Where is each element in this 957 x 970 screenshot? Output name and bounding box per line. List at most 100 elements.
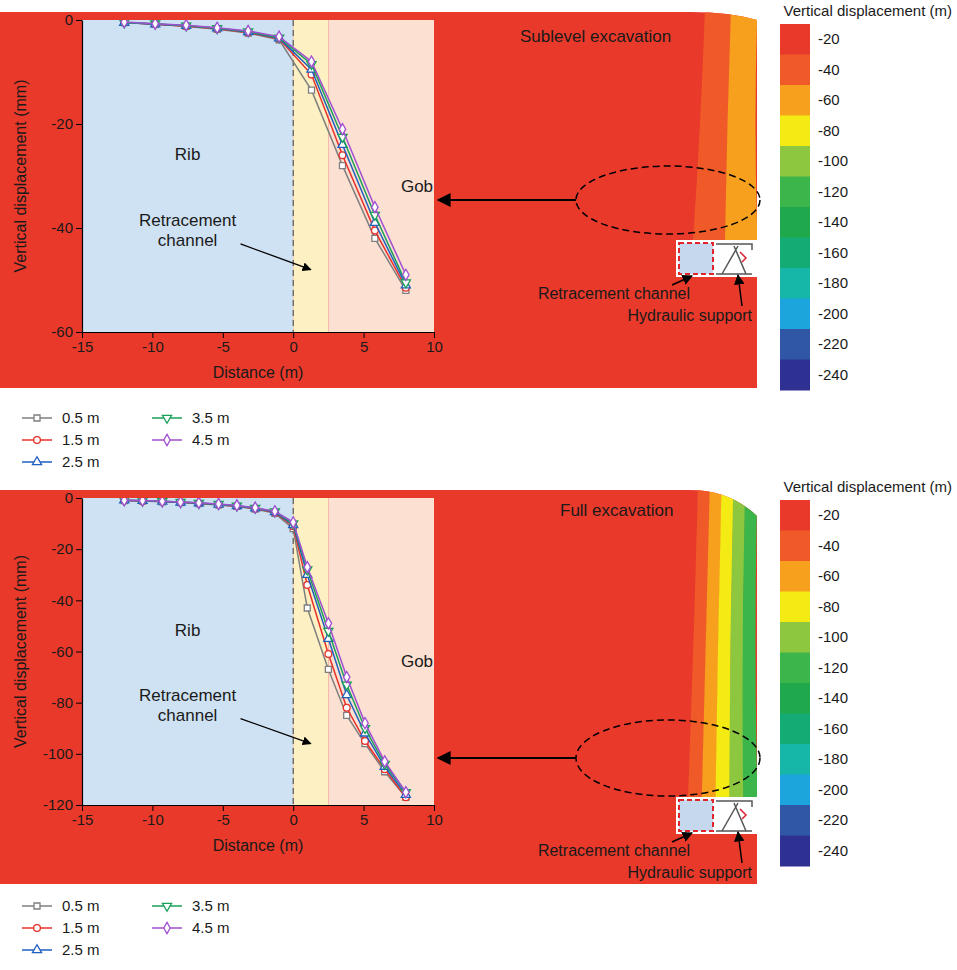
tick-label: -80 xyxy=(51,694,73,711)
legend-label: 4.5 m xyxy=(192,919,230,936)
y-axis: -60-40-200 xyxy=(51,11,82,340)
tick-label: -120 xyxy=(43,796,73,813)
colorbar-cell xyxy=(780,836,810,867)
region-label-arrow xyxy=(241,719,311,744)
colorbar-cell xyxy=(780,500,810,531)
legend-label: 1.5 m xyxy=(62,919,100,936)
tick: -15 xyxy=(72,805,94,828)
legend-marker xyxy=(32,945,41,953)
support-detail xyxy=(740,809,746,819)
tick-mark xyxy=(76,332,82,333)
series-point xyxy=(215,498,221,509)
series-point xyxy=(403,787,409,798)
tick-label: -60 xyxy=(51,643,73,660)
series-point xyxy=(325,651,332,658)
legend-label: 3.5 m xyxy=(192,409,230,426)
tick-label: 10 xyxy=(426,338,443,355)
colorbar-tick-label: -240 xyxy=(818,366,848,383)
tick-label: 0 xyxy=(290,338,298,355)
colorbar-tick-label: -120 xyxy=(818,659,848,676)
tick: -10 xyxy=(142,332,164,355)
series-point xyxy=(304,605,310,611)
colorbar-tick-label: -120 xyxy=(818,183,848,200)
series-point xyxy=(290,517,296,528)
colorbar-cell xyxy=(780,592,810,623)
x-axis-title: Distance (m) xyxy=(213,837,304,854)
tick-mark xyxy=(76,754,82,755)
legend-marker xyxy=(162,903,171,911)
tick: -20 xyxy=(51,115,82,132)
series-point xyxy=(308,56,314,67)
colorbar-cell xyxy=(780,360,810,391)
legend-item: 2.5 m xyxy=(22,941,100,958)
colorbar-cell xyxy=(780,805,810,836)
panel: Full excavationRetracement channelHydrau… xyxy=(0,478,952,958)
annotation: Hydraulic support xyxy=(628,864,753,881)
region-band xyxy=(293,20,328,332)
annotation: Retracement channel xyxy=(538,842,690,859)
series-point xyxy=(214,22,220,33)
annotation: Hydraulic support xyxy=(628,307,753,324)
legend-label: 4.5 m xyxy=(192,431,230,448)
retracement-channel-box xyxy=(679,243,713,274)
tick-label: 0 xyxy=(290,811,298,828)
annotation-arrow xyxy=(738,275,742,306)
colorbar-tick-label: -60 xyxy=(818,91,840,108)
series-point xyxy=(196,498,202,508)
highlight-ellipse xyxy=(576,720,760,796)
contour-bands xyxy=(688,485,758,797)
tick: -5 xyxy=(217,805,230,828)
x-axis-title: Distance (m) xyxy=(213,364,304,381)
colorbar-cell xyxy=(780,146,810,177)
series-point xyxy=(272,506,278,517)
series-point xyxy=(252,502,258,513)
series-point xyxy=(343,671,349,682)
channel-boundary xyxy=(293,20,294,332)
colorbar-cell xyxy=(780,268,810,299)
colorbar-tick-label: -220 xyxy=(818,335,848,352)
series-line xyxy=(124,22,406,275)
legend: 0.5 m1.5 m2.5 m3.5 m4.5 m xyxy=(22,897,230,958)
series-point xyxy=(121,498,127,506)
series-point xyxy=(245,25,251,36)
tick-mark xyxy=(76,805,82,806)
legend-item: 4.5 m xyxy=(152,919,230,936)
tick-label: -40 xyxy=(51,592,73,609)
colorbar-tick-label: -60 xyxy=(818,567,840,584)
tick-mark xyxy=(76,652,82,653)
model-field xyxy=(0,490,757,884)
legend-label: 2.5 m xyxy=(62,941,100,958)
tick: 5 xyxy=(360,332,368,355)
annotation-arrow xyxy=(672,833,692,842)
series-point xyxy=(372,235,378,241)
legend-label: 3.5 m xyxy=(192,897,230,914)
legend-label: 2.5 m xyxy=(62,453,100,470)
tick-mark xyxy=(76,124,82,125)
region-label: Rib xyxy=(175,145,201,164)
tick-label: -10 xyxy=(142,338,164,355)
tick-label: -20 xyxy=(51,115,73,132)
y-axis: -120-100-80-60-40-200 xyxy=(43,489,83,813)
colorbar-cell xyxy=(780,299,810,330)
series-point xyxy=(152,20,158,29)
annotation-arrow xyxy=(672,276,692,285)
legend: 0.5 m1.5 m2.5 m3.5 m4.5 m xyxy=(22,409,230,470)
colorbar-tick-label: -200 xyxy=(818,305,848,322)
x-axis-line xyxy=(83,332,435,333)
colorbar-tick-label: -240 xyxy=(818,842,848,859)
region-band xyxy=(82,20,293,332)
colorbar-cell xyxy=(780,116,810,147)
region-label-line: Retracement xyxy=(139,686,237,705)
colorbar-tick-label: -140 xyxy=(818,213,848,230)
series-point xyxy=(325,618,331,629)
colorbar-cell xyxy=(780,55,810,86)
tick-label: -15 xyxy=(72,338,94,355)
tick-label: 10 xyxy=(426,811,443,828)
highlight-ellipse xyxy=(576,166,760,234)
tick-label: -40 xyxy=(51,219,73,236)
annotation-arrow xyxy=(738,832,742,863)
tick-label: -20 xyxy=(51,540,73,557)
series-line xyxy=(124,23,406,288)
tick: -20 xyxy=(51,540,82,557)
colorbar-cell xyxy=(780,683,810,714)
